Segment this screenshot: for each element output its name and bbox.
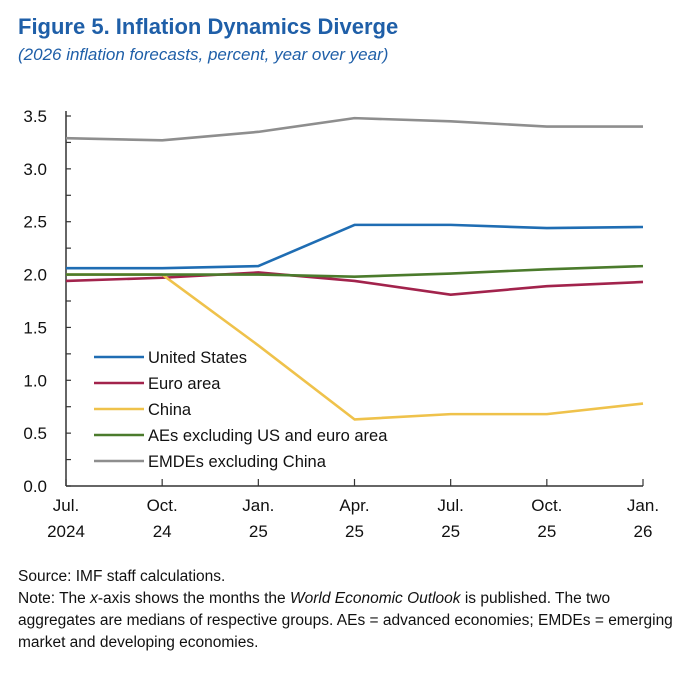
x-tick-label: 25 bbox=[441, 522, 460, 541]
x-tick-label: Oct. bbox=[147, 496, 178, 515]
y-tick-label: 3.5 bbox=[23, 107, 47, 126]
x-tick-label: Jan. bbox=[242, 496, 274, 515]
note-text: Note: The x-axis shows the months the Wo… bbox=[18, 588, 678, 654]
chart-subtitle: (2026 inflation forecasts, percent, year… bbox=[18, 45, 389, 64]
series-line-euro-area bbox=[65, 271, 644, 296]
legend-label: Euro area bbox=[148, 375, 221, 393]
legend-label: United States bbox=[148, 349, 247, 367]
y-tick-label: 1.0 bbox=[23, 371, 47, 390]
y-tick-label: 3.0 bbox=[23, 160, 47, 179]
x-tick-label: Jul. bbox=[437, 496, 463, 515]
note-part: World Economic Outlook bbox=[289, 590, 461, 607]
series-line-emdes-excluding-china bbox=[65, 116, 643, 142]
legend-label: China bbox=[148, 401, 192, 419]
x-tick-label: Apr. bbox=[339, 496, 369, 515]
series-line-china bbox=[66, 273, 644, 421]
x-tick-label: 25 bbox=[537, 522, 556, 541]
notes: Source: IMF staff calculations. Note: Th… bbox=[18, 566, 678, 654]
x-tick-label: 26 bbox=[634, 522, 653, 541]
x-tick-label: Oct. bbox=[531, 496, 562, 515]
chart-title: Figure 5. Inflation Dynamics Diverge bbox=[18, 14, 399, 39]
y-tick-label: 0.0 bbox=[23, 477, 47, 496]
series-line-aes-excluding-us-and-euro-area bbox=[66, 264, 644, 278]
x-tick-label: 25 bbox=[249, 522, 268, 541]
x-tick-label: Jul. bbox=[53, 496, 79, 515]
y-tick-label: 0.5 bbox=[23, 424, 47, 443]
x-tick-label: 24 bbox=[153, 522, 172, 541]
y-tick-label: 2.0 bbox=[23, 266, 47, 285]
source-text: Source: IMF staff calculations. bbox=[18, 568, 226, 585]
y-tick-label: 2.5 bbox=[23, 213, 47, 232]
x-tick-label: 2024 bbox=[47, 522, 85, 541]
series-line-united-states bbox=[66, 223, 644, 270]
note-part: -axis shows the months the bbox=[97, 590, 290, 607]
legend-label: EMDEs excluding China bbox=[148, 453, 327, 471]
y-tick-label: 1.5 bbox=[23, 318, 47, 337]
x-tick-label: Jan. bbox=[627, 496, 659, 515]
x-tick-label: 25 bbox=[345, 522, 364, 541]
note-part: Note: The bbox=[18, 590, 91, 607]
note-part: is published. The two aggregates are med… bbox=[18, 590, 673, 651]
legend-label: AEs excluding US and euro area bbox=[148, 427, 388, 445]
line-chart: 0.0 0.5 1.0 1.5 2.0 2.5 3.0 3.5 Jul. 2024 Oct. 24 Ja… bbox=[23, 107, 659, 541]
note-part: x bbox=[90, 590, 98, 607]
